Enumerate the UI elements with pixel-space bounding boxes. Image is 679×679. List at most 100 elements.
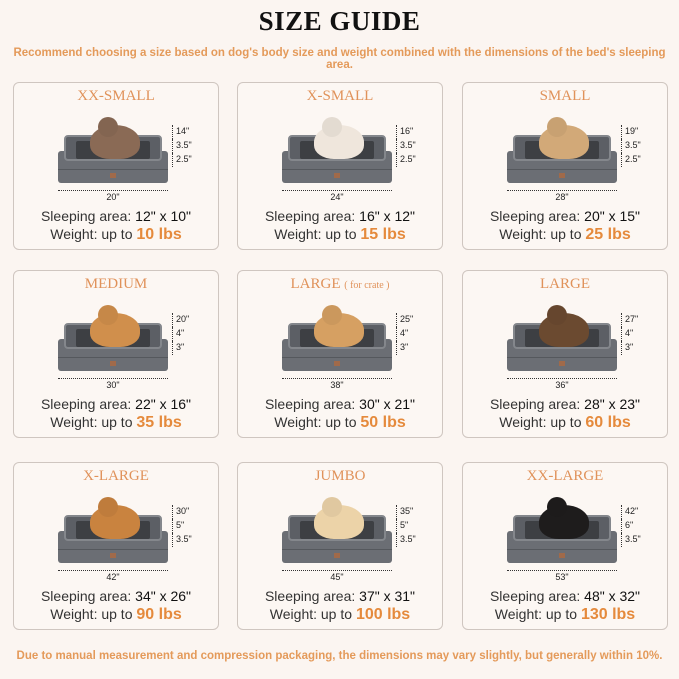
size-card: SMALL 19" 3.5" 2.5" 28" Sleeping area: 2… bbox=[462, 82, 668, 250]
weight-limit: Weight: up to 35 lbs bbox=[14, 414, 218, 432]
sleeping-area: Sleeping area: 12" x 10" bbox=[14, 208, 218, 224]
footer-note: Due to manual measurement and compressio… bbox=[16, 650, 663, 662]
weight-label: Weight: up to bbox=[274, 414, 361, 430]
dog-bed-image bbox=[507, 497, 617, 563]
sleeping-area-label: Sleeping area: bbox=[40, 396, 136, 412]
size-label: XX-SMALL bbox=[77, 88, 155, 104]
bed-seam bbox=[507, 549, 617, 550]
weight-limit: Weight: up to 100 lbs bbox=[238, 606, 442, 624]
base-layer-height: 3" bbox=[621, 341, 638, 355]
sleeping-area-value: 20" x 15" bbox=[584, 208, 641, 224]
dog-bed-image bbox=[282, 305, 392, 371]
dog-head bbox=[322, 117, 342, 137]
dog-bed-image bbox=[507, 305, 617, 371]
size-label: MEDIUM bbox=[84, 276, 148, 292]
dog-head bbox=[98, 497, 118, 517]
bed-seam bbox=[282, 169, 392, 170]
size-name: X-LARGE bbox=[14, 468, 218, 485]
total-height: 14" bbox=[172, 125, 192, 139]
bed-seam bbox=[282, 357, 392, 358]
size-label: XX-LARGE bbox=[526, 468, 604, 484]
sleeping-area: Sleeping area: 34" x 26" bbox=[14, 588, 218, 604]
bed-seam bbox=[507, 357, 617, 358]
weight-limit: Weight: up to 10 lbs bbox=[14, 226, 218, 244]
dog-bed-image bbox=[282, 117, 392, 183]
size-name: JUMBO bbox=[238, 468, 442, 485]
width-dimension-line bbox=[507, 190, 617, 191]
weight-label: Weight: up to bbox=[269, 606, 356, 622]
total-height: 30" bbox=[172, 505, 192, 519]
sleeping-area-label: Sleeping area: bbox=[264, 396, 360, 412]
sleeping-area: Sleeping area: 20" x 15" bbox=[463, 208, 667, 224]
size-label: LARGE bbox=[290, 276, 341, 292]
width-dimension: 38" bbox=[330, 380, 344, 390]
dog-bed-image bbox=[58, 305, 168, 371]
brand-tag bbox=[559, 553, 565, 558]
total-height: 27" bbox=[621, 313, 638, 327]
sleeping-area-value: 28" x 23" bbox=[584, 396, 641, 412]
size-name: XX-SMALL bbox=[14, 88, 218, 105]
base-layer-height: 2.5" bbox=[172, 153, 192, 167]
width-dimension: 42" bbox=[106, 572, 120, 582]
height-dimensions: 25" 4" 3" bbox=[396, 313, 413, 355]
bed-seam bbox=[507, 169, 617, 170]
dog-image bbox=[314, 117, 364, 159]
sleeping-area: Sleeping area: 22" x 16" bbox=[14, 396, 218, 412]
bed-seam bbox=[58, 549, 168, 550]
brand-tag bbox=[110, 361, 116, 366]
subtitle: Recommend choosing a size based on dog's… bbox=[13, 47, 666, 71]
width-dimension-line bbox=[282, 190, 392, 191]
base-layer-height: 3.5" bbox=[172, 533, 192, 547]
sleeping-area-label: Sleeping area: bbox=[264, 588, 360, 604]
width-dimension: 30" bbox=[106, 380, 120, 390]
dog-image bbox=[90, 305, 140, 347]
top-layer-height: 4" bbox=[396, 327, 413, 341]
size-label: LARGE bbox=[540, 276, 590, 292]
weight-value: 15 lbs bbox=[360, 226, 406, 243]
total-height: 42" bbox=[621, 505, 641, 519]
dog-image bbox=[539, 305, 589, 347]
top-layer-height: 6" bbox=[621, 519, 641, 533]
base-layer-height: 3" bbox=[396, 341, 413, 355]
weight-value: 100 lbs bbox=[355, 606, 411, 623]
dog-bed-image bbox=[58, 117, 168, 183]
weight-value: 35 lbs bbox=[136, 414, 182, 431]
size-name: LARGE ( for crate ) bbox=[238, 276, 442, 293]
sleeping-area-label: Sleeping area: bbox=[489, 208, 585, 224]
dog-head bbox=[547, 117, 567, 137]
weight-value: 10 lbs bbox=[136, 226, 182, 243]
brand-tag bbox=[559, 361, 565, 366]
cat-head bbox=[98, 117, 118, 137]
height-dimensions: 27" 4" 3" bbox=[621, 313, 638, 355]
sleeping-area: Sleeping area: 48" x 32" bbox=[463, 588, 667, 604]
width-dimension: 24" bbox=[330, 192, 344, 202]
sleeping-area: Sleeping area: 16" x 12" bbox=[238, 208, 442, 224]
width-dimension: 20" bbox=[106, 192, 120, 202]
size-name: XX-LARGE bbox=[463, 468, 667, 485]
width-dimension-line bbox=[507, 378, 617, 379]
width-dimension: 28" bbox=[555, 192, 569, 202]
brand-tag bbox=[334, 553, 340, 558]
weight-value: 50 lbs bbox=[360, 414, 406, 431]
total-height: 25" bbox=[396, 313, 413, 327]
dog-head bbox=[547, 497, 567, 517]
weight-label: Weight: up to bbox=[494, 606, 581, 622]
weight-value: 60 lbs bbox=[585, 414, 631, 431]
size-name: X-SMALL bbox=[238, 88, 442, 105]
height-dimensions: 14" 3.5" 2.5" bbox=[172, 125, 192, 167]
size-card: LARGE ( for crate ) 25" 4" 3" 38" Sleepi… bbox=[237, 270, 443, 438]
base-layer-height: 2.5" bbox=[396, 153, 416, 167]
brand-tag bbox=[334, 361, 340, 366]
size-note: ( for crate ) bbox=[344, 280, 390, 291]
size-label: X-SMALL bbox=[306, 88, 374, 104]
weight-limit: Weight: up to 90 lbs bbox=[14, 606, 218, 624]
dog-bed-image bbox=[58, 497, 168, 563]
size-name: MEDIUM bbox=[14, 276, 218, 293]
width-dimension: 36" bbox=[555, 380, 569, 390]
dog-head bbox=[322, 497, 342, 517]
sleeping-area-label: Sleeping area: bbox=[40, 588, 136, 604]
weight-label: Weight: up to bbox=[499, 226, 586, 242]
dog-bed-image bbox=[282, 497, 392, 563]
width-dimension-line bbox=[282, 570, 392, 571]
sleeping-area-value: 16" x 12" bbox=[359, 208, 416, 224]
